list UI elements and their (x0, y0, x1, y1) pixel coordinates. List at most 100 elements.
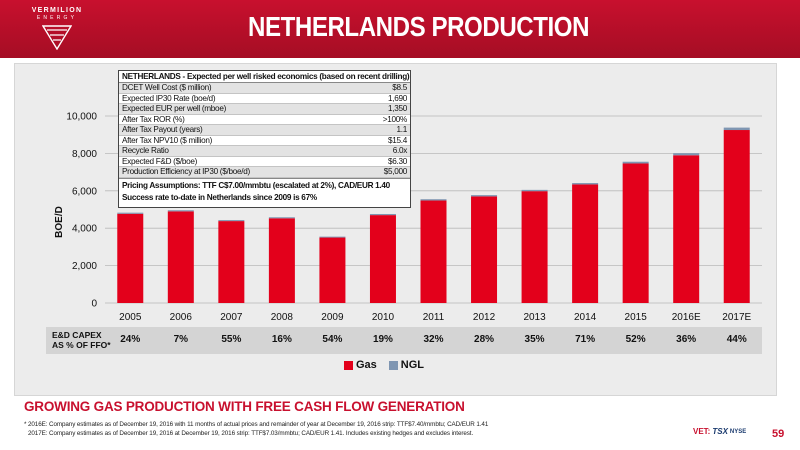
bar-ngl-2017E (723, 127, 750, 131)
capex-value: 32% (423, 334, 444, 345)
capex-row-label: E&D CAPEX AS % OF FFO* (52, 330, 111, 350)
capex-value: 19% (372, 334, 393, 345)
footnote: * 2016E: Company estimates as of Decembe… (24, 421, 664, 438)
legend-label-ngl: NGL (400, 359, 425, 371)
bar-ngl-2008 (268, 217, 295, 219)
stock-ticker: VET: TSX NYSE (693, 427, 746, 436)
bar-gas-2005 (117, 213, 144, 303)
economics-row-value: $6.30 (388, 156, 407, 166)
capex-value: 28% (474, 334, 495, 345)
economics-row-value: $15.4 (388, 135, 407, 145)
capex-value: 55% (221, 334, 242, 345)
x-tick-label: 2007 (220, 312, 243, 323)
bar-ngl-2006 (167, 210, 194, 212)
capex-label-line2: AS % OF FFO* (52, 340, 111, 350)
bar-ngl-2010 (369, 213, 396, 216)
economics-row-label: Recycle Ratio (122, 146, 169, 155)
legend-item-ngl: NGL (388, 359, 425, 371)
economics-table-row: Recycle Ratio 6.0x (119, 146, 410, 157)
x-tick-label: 2009 (321, 312, 344, 323)
capex-value: 52% (625, 334, 646, 345)
y-tick-label: 8,000 (72, 149, 97, 160)
logo-emblem-icon (42, 25, 72, 50)
economics-row-value: >100% (382, 114, 408, 124)
economics-row-value: 1,690 (388, 93, 407, 103)
economics-row-value: 6.0x (392, 146, 408, 155)
pricing-assumption-note: Pricing Assumptions: TTF C$7.00/mmbtu (e… (122, 180, 390, 190)
bar-gas-2017E (723, 130, 750, 303)
economics-row-label: After Tax NPV10 ($ million) (122, 135, 213, 145)
gas-swatch-icon (344, 360, 353, 370)
capex-label-line1: E&D CAPEX (52, 330, 102, 340)
footnote-line-1: * 2016E: Company estimates as of Decembe… (24, 421, 489, 428)
page-number: 59 (772, 428, 785, 440)
economics-table-row: Expected EUR per well (mboe) 1,350 (119, 104, 410, 115)
economics-table-notes: Pricing Assumptions: TTF C$7.00/mmbtu (e… (119, 177, 410, 207)
bar-ngl-2012 (471, 195, 498, 197)
ngl-swatch-icon (388, 360, 398, 370)
x-tick-label: 2008 (271, 312, 294, 323)
legend-item-gas: Gas (344, 359, 377, 371)
x-tick-label: 2015 (625, 312, 648, 323)
economics-row-label: Expected EUR per well (mboe) (122, 104, 226, 113)
ticker-label: VET: (693, 427, 711, 436)
bar-ngl-2015 (622, 161, 649, 164)
capex-row (46, 327, 762, 354)
capex-value: 16% (271, 334, 292, 345)
footer-headline: GROWING GAS PRODUCTION WITH FREE CASH FL… (24, 399, 465, 414)
bar-gas-2006 (167, 211, 194, 303)
x-tick-label: 2011 (423, 312, 445, 323)
y-tick-label: 2,000 (72, 261, 97, 272)
x-tick-label: 2014 (574, 312, 597, 323)
capex-value: 24% (120, 334, 141, 345)
x-tick-label: 2017E (722, 312, 751, 323)
logo-subtitle: ENERGY (36, 15, 78, 21)
bar-ngl-2005 (117, 212, 144, 214)
economics-table-row: Expected IP30 Rate (boe/d) 1,690 (119, 93, 410, 104)
bar-gas-2011 (420, 200, 447, 303)
economics-table-row: Production Efficiency at IP30 ($/boe/d) $… (119, 167, 410, 178)
success-rate-note: Success rate to-date in Netherlands sinc… (122, 193, 317, 202)
economics-table-row: Expected F&D ($/boe) $6.30 (119, 156, 410, 167)
economics-table-row: After Tax ROR (%) >100% (119, 114, 410, 125)
economics-table: NETHERLANDS - Expected per well risked e… (118, 70, 411, 208)
economics-row-value: $5,000 (383, 167, 408, 176)
capex-value: 7% (173, 334, 189, 345)
x-tick-label: 2010 (372, 312, 395, 323)
bar-ngl-2009 (319, 236, 346, 238)
x-tick-label: 2013 (523, 312, 546, 323)
tsx-logo-icon: TSX (712, 427, 728, 436)
chart-legend: Gas NGL (344, 358, 436, 372)
nyse-logo-icon: NYSE (729, 428, 747, 435)
economics-row-label: Expected F&D ($/boe) (122, 156, 198, 166)
economics-table-rows: DCET Well Cost ($ million) $8.5 Expected I… (119, 83, 410, 178)
capex-value: 44% (726, 334, 747, 345)
company-logo: VERMILION ENERGY (26, 7, 88, 53)
bar-gas-2009 (319, 237, 346, 303)
bar-gas-2007 (218, 221, 245, 303)
economics-table-row: After Tax NPV10 ($ million) $15.4 (119, 135, 410, 146)
bar-ngl-2007 (218, 220, 245, 222)
bar-gas-2013 (521, 191, 548, 303)
economics-row-value: 1.1 (396, 125, 408, 134)
y-tick-label: 0 (91, 299, 97, 310)
bar-gas-2008 (268, 218, 295, 303)
bar-gas-2014 (572, 184, 599, 303)
economics-table-title: NETHERLANDS - Expected per well risked e… (119, 71, 410, 83)
economics-table-row: DCET Well Cost ($ million) $8.5 (119, 83, 410, 94)
x-tick-label: 2012 (473, 312, 496, 323)
bar-ngl-2014 (572, 183, 599, 185)
economics-row-value: $8.5 (392, 83, 407, 92)
economics-row-label: Expected IP30 Rate (boe/d) (122, 93, 216, 103)
logo-wordmark: VERMILION (31, 7, 83, 14)
bar-gas-2012 (471, 196, 498, 303)
y-tick-label: 6,000 (72, 186, 97, 197)
capex-value: 35% (524, 334, 545, 345)
bar-ngl-2016E (673, 153, 700, 156)
capex-value: 71% (575, 334, 596, 345)
legend-label-gas: Gas (356, 359, 377, 371)
x-tick-label: 2005 (119, 312, 142, 323)
y-axis-title: BOE/D (54, 206, 65, 238)
economics-table-row: After Tax Payout (years) 1.1 (119, 125, 410, 136)
